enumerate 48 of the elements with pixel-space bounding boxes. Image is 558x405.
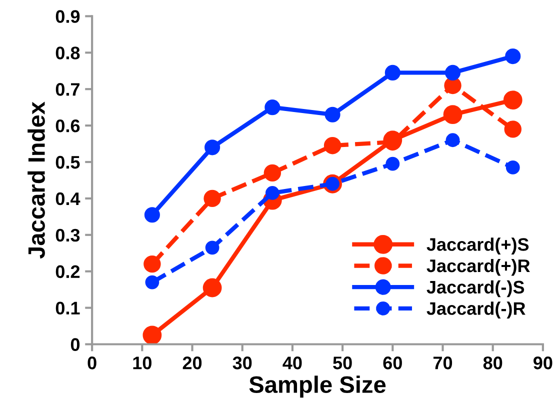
y-tick-label: 0.4: [56, 192, 80, 206]
point: [324, 136, 342, 154]
x-tick-label: 90: [534, 356, 552, 370]
x-tick-label: 30: [232, 356, 252, 370]
legend-label: Jaccard(-)S: [426, 280, 524, 298]
y-tick-label: 0: [70, 338, 80, 351]
legend-label: Jaccard(+)R: [426, 258, 530, 276]
point: [264, 100, 280, 116]
point: [446, 133, 460, 148]
x-tick-label: 10: [133, 356, 152, 370]
point: [506, 160, 520, 174]
point: [204, 140, 220, 156]
point: [384, 64, 400, 80]
x-tick-label: 60: [383, 356, 402, 370]
x-axis-title: Sample Size: [249, 376, 386, 398]
point: [142, 326, 162, 345]
point: [503, 90, 522, 110]
point: [144, 255, 161, 273]
y-tick-label: 0.6: [56, 119, 80, 132]
y-axis-title: Jaccard Index: [28, 102, 45, 259]
x-tick-label: 80: [483, 356, 502, 370]
point: [145, 275, 160, 290]
point: [205, 240, 220, 255]
point: [204, 190, 221, 208]
point: [504, 120, 522, 138]
legend-label: Jaccard(+)S: [426, 238, 529, 254]
point: [386, 156, 400, 171]
point: [443, 105, 462, 124]
y-tick-label: 0.5: [56, 156, 80, 169]
y-tick-label: 0.2: [56, 265, 80, 278]
point: [264, 164, 282, 182]
x-tick-label: 70: [433, 356, 452, 370]
legend-label: Jaccard(-)R: [426, 302, 526, 318]
y-tick-label: 0.8: [56, 46, 80, 60]
x-tick-label: 20: [182, 356, 202, 370]
x-tick-label: 50: [333, 356, 352, 370]
point: [202, 278, 222, 298]
x-tick-label: 40: [282, 356, 302, 370]
y-tick-label: 0.1: [56, 302, 80, 315]
point: [505, 48, 521, 64]
y-tick-label: 0.9: [56, 10, 80, 23]
point: [265, 186, 280, 200]
point: [444, 64, 461, 80]
x-tick-label: 0: [88, 356, 96, 370]
point: [324, 106, 340, 122]
point: [144, 207, 160, 223]
y-tick-label: 0.7: [56, 83, 80, 96]
y-tick-label: 0.3: [56, 228, 80, 242]
